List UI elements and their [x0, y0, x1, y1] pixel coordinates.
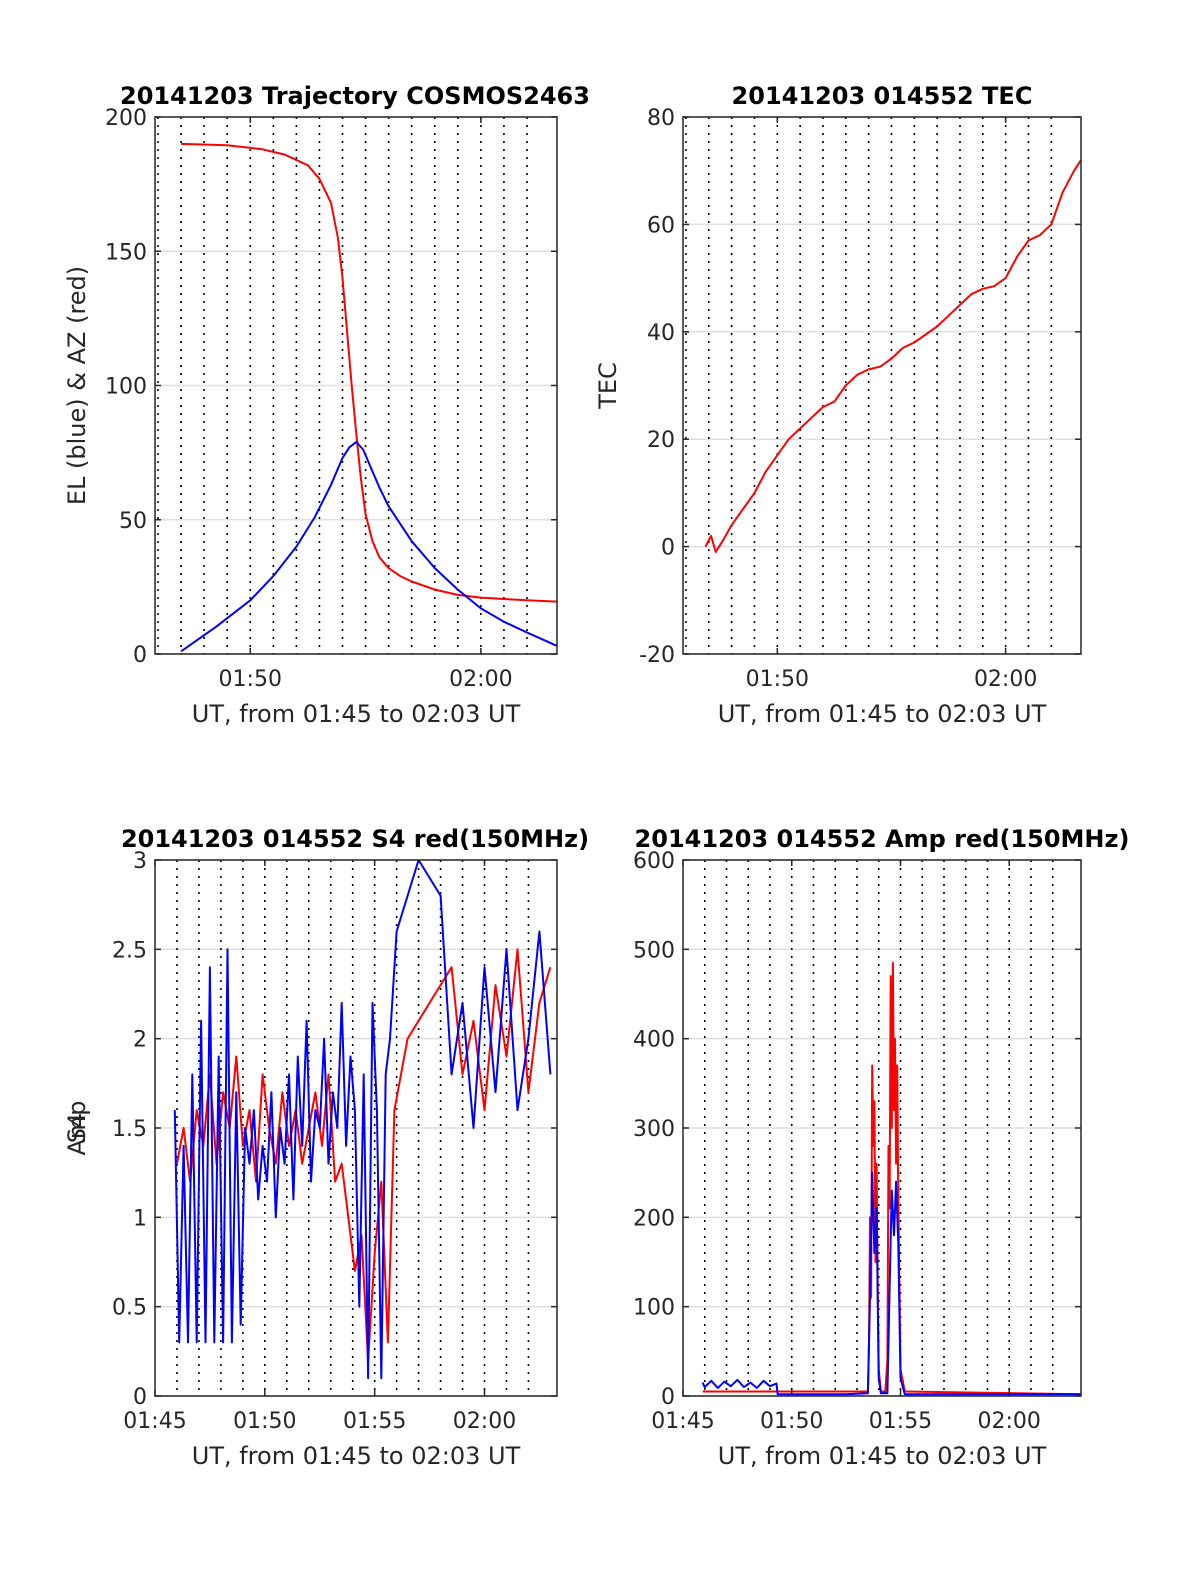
series-blue-line — [701, 1171, 1081, 1396]
x-tick-label: 01:50 — [233, 1409, 296, 1434]
chart-title: 20141203 Trajectory COSMOS2463 — [120, 82, 590, 110]
y-tick-label: 2.5 — [112, 938, 147, 963]
x-tick-label: 01:55 — [343, 1409, 406, 1434]
y-tick-label: 200 — [105, 106, 147, 131]
y-axis-label: TEC — [594, 362, 622, 410]
y-tick-label: 0.5 — [112, 1296, 147, 1321]
series-blue-line — [180, 440, 557, 653]
y-tick-label: 0 — [661, 1385, 675, 1410]
x-tick-label: 02:00 — [449, 667, 512, 692]
y-tick-label: 3 — [133, 849, 147, 874]
x-axis-label: UT, from 01:45 to 02:03 UT — [718, 1442, 1047, 1470]
y-tick-label: 600 — [633, 849, 675, 874]
series-red-line — [702, 961, 1081, 1396]
y-tick-label: 400 — [633, 1028, 675, 1053]
y-tick-label: -20 — [639, 643, 675, 668]
chart-title: 20141203 014552 TEC — [732, 82, 1033, 110]
x-axis-label: UT, from 01:45 to 02:03 UT — [718, 700, 1047, 728]
y-tick-label: 40 — [647, 321, 675, 346]
y-tick-label: 100 — [633, 1296, 675, 1321]
subplot-3: 0 0.5 1 1.5 2 2.5 3 01:45 01:50 01:55 02:00 UT, fro… — [63, 825, 589, 1470]
x-tick-label: 01:50 — [219, 667, 282, 692]
x-tick-label: 01:50 — [746, 667, 809, 692]
x-tick-label: 01:50 — [760, 1409, 823, 1434]
y-tick-label: 60 — [647, 213, 675, 238]
subplot-2: -20 0 20 40 60 80 01:50 02:00 UT, from 01:45 to … — [594, 82, 1082, 728]
y-tick-label: 80 — [647, 106, 675, 131]
x-tick-label: 01:45 — [651, 1409, 714, 1434]
axes-box — [682, 116, 1082, 655]
y-tick-label: 150 — [105, 240, 147, 265]
y-tick-label: 0 — [133, 643, 147, 668]
series-red-line — [704, 159, 1081, 553]
y-tick-label: 2 — [133, 1028, 147, 1053]
series-blue-line — [173, 860, 552, 1380]
chart-title: 20141203 014552 Amp red(150MHz) — [635, 825, 1130, 853]
y-tick-label: 20 — [647, 428, 675, 453]
x-axis-label: UT, from 01:45 to 02:03 UT — [192, 700, 521, 728]
y-tick-label: 50 — [119, 509, 147, 534]
series-red-line — [181, 142, 557, 603]
y-tick-label: 1 — [133, 1206, 147, 1231]
x-axis-label: UT, from 01:45 to 02:03 UT — [192, 1442, 521, 1470]
x-tick-label: 01:45 — [123, 1409, 186, 1434]
subplot-4: 0 100 200 300 400 500 600 01:45 01:50 01:55 02:00 U… — [63, 825, 1129, 1470]
y-axis-label: Amp — [63, 1100, 91, 1155]
y-tick-label: 500 — [633, 938, 675, 963]
y-tick-label: 100 — [105, 375, 147, 400]
y-tick-label: 0 — [133, 1385, 147, 1410]
y-tick-label: 200 — [633, 1206, 675, 1231]
x-tick-label: 02:00 — [978, 1409, 1041, 1434]
y-tick-label: 1.5 — [112, 1117, 147, 1142]
y-tick-label: 300 — [633, 1117, 675, 1142]
subplot-1: 0 50 100 150 200 01:50 02:00 UT, from 01:45 to … — [63, 82, 590, 728]
chart-title: 20141203 014552 S4 red(150MHz) — [121, 825, 589, 853]
x-tick-label: 02:00 — [453, 1409, 516, 1434]
y-axis-label: EL (blue) & AZ (red) — [63, 266, 91, 505]
x-tick-label: 02:00 — [974, 667, 1037, 692]
y-axis-label: S4 — [63, 1113, 91, 1144]
x-tick-label: 01:55 — [869, 1409, 932, 1434]
y-tick-label: 0 — [661, 536, 675, 561]
